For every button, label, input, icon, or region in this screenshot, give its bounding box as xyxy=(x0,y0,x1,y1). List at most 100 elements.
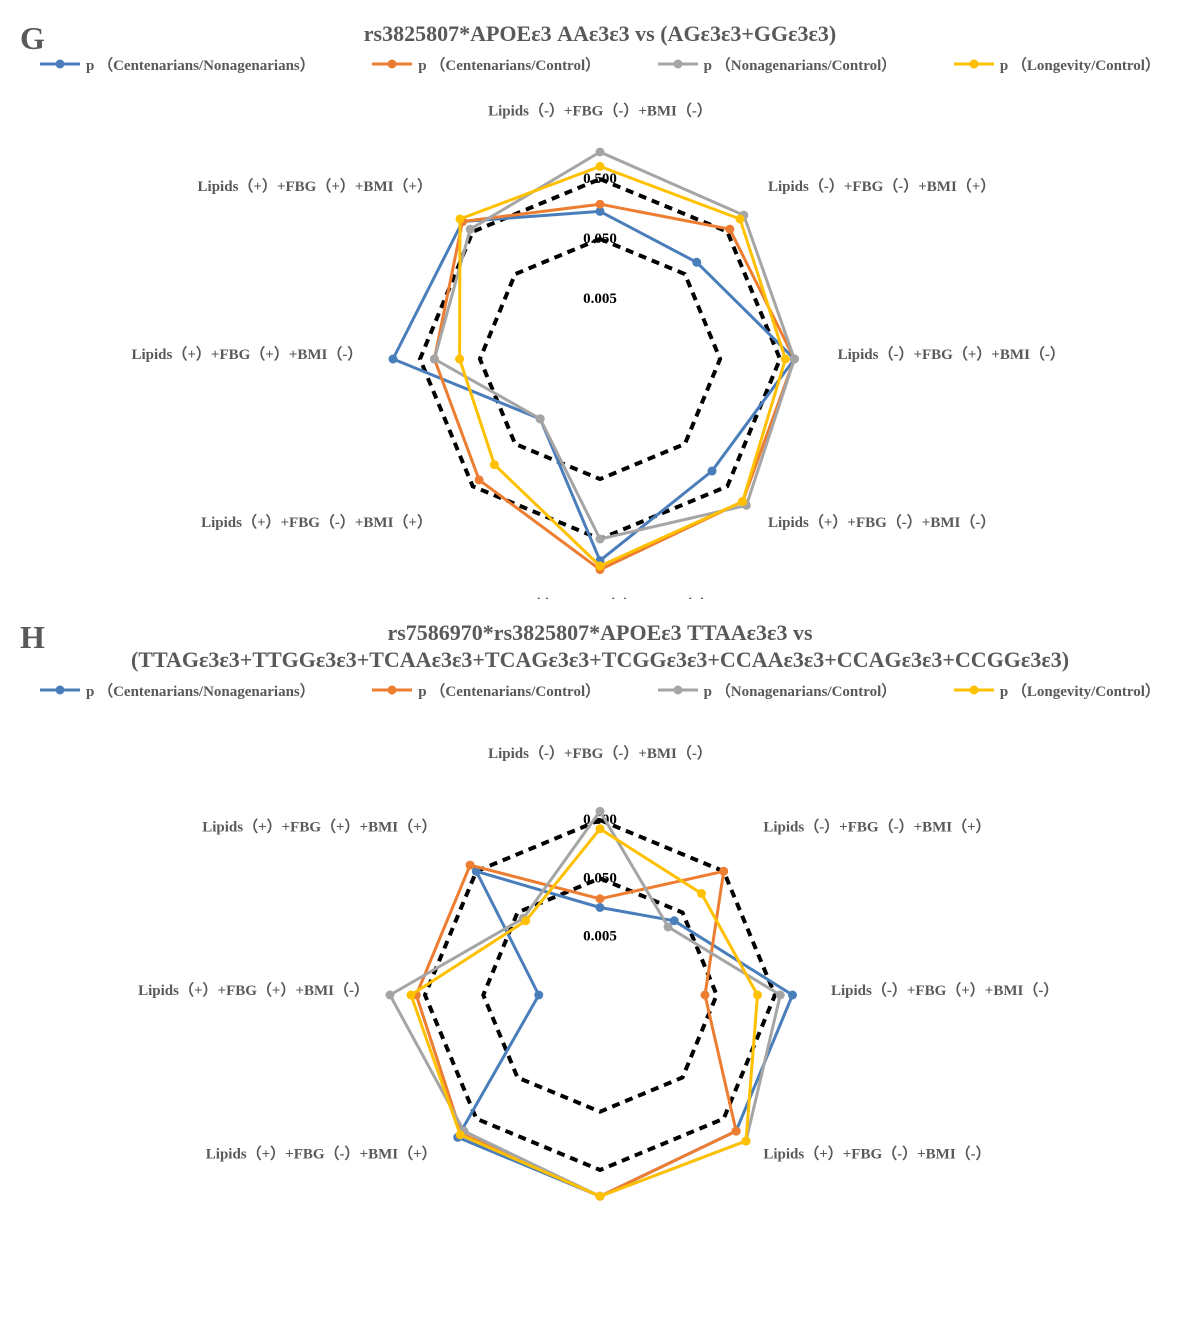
axis-label: Lipids（-）+FBG（-）+BMI（-） xyxy=(488,101,712,119)
radar-chart-G: 0.005 0.050 0.500 Lipids（-）+FBG（-）+BMI（-） Li… xyxy=(90,79,1110,599)
series-marker xyxy=(389,354,398,363)
ring-label: 0.500 xyxy=(583,171,617,187)
series-marker xyxy=(697,889,706,898)
legend-swatch xyxy=(372,684,412,696)
series-marker xyxy=(742,1136,751,1145)
ring-label: 0.050 xyxy=(583,870,617,886)
legend-label: p （Nonagenarians/Control） xyxy=(704,680,897,701)
panel-H: H rs7586970*rs3825807*APOEε3 TTAAε3ε3 vs… xyxy=(40,619,1160,1225)
axis-label: Lipids（+）+FBG（+）+BMI（+） xyxy=(202,817,436,835)
series-marker xyxy=(708,466,717,475)
series-marker xyxy=(407,990,416,999)
panel-G: G rs3825807*APOEε3 AAε3ε3 vs (AGε3ε3+GGε… xyxy=(40,20,1160,599)
series-marker xyxy=(596,147,605,156)
legend-H: p （Centenarians/Nonagenarians） p （Centena… xyxy=(40,680,1160,701)
series-marker xyxy=(725,224,734,233)
series-orange xyxy=(416,865,736,1196)
series-marker xyxy=(455,214,464,223)
ring-label: 0.005 xyxy=(583,928,617,944)
legend-label: p （Centenarians/Nonagenarians） xyxy=(86,54,315,75)
series-marker xyxy=(701,990,710,999)
legend-swatch xyxy=(658,58,698,70)
legend-item: p （Nonagenarians/Control） xyxy=(658,54,897,75)
series-marker xyxy=(692,257,701,266)
series-marker xyxy=(456,1130,465,1139)
title-G: rs3825807*APOEε3 AAε3ε3 vs (AGε3ε3+GGε3ε… xyxy=(120,20,1080,48)
axis-label: Lipids（+）+FBG（-）+BMI（+） xyxy=(201,513,432,531)
series-marker xyxy=(386,990,395,999)
axis-label: Lipids（+）+FBG（+）+BMI（+） xyxy=(198,176,432,194)
legend-item: p （Longevity/Control） xyxy=(954,680,1160,701)
radar-chart-H: 0.0050.0500.500Lipids（-）+FBG（-）+BMI（-）Li… xyxy=(90,705,1110,1225)
series-marker xyxy=(753,990,762,999)
legend-item: p （Centenarians/Control） xyxy=(372,680,600,701)
ref-ring-0.050 xyxy=(480,238,720,478)
series-marker xyxy=(719,866,728,875)
series-marker xyxy=(738,497,747,506)
legend-swatch xyxy=(954,684,994,696)
series-marker xyxy=(596,1191,605,1200)
panel-letter-G: G xyxy=(20,20,45,57)
series-marker xyxy=(732,1126,741,1135)
radar-wrap-G: 0.005 0.050 0.500 Lipids（-）+FBG（-）+BMI（-） Li… xyxy=(40,79,1160,599)
page: G rs3825807*APOEε3 AAε3ε3 vs (AGε3ε3+GGε… xyxy=(0,0,1200,1275)
series-marker xyxy=(430,354,439,363)
series-marker xyxy=(596,561,605,570)
series-marker xyxy=(736,214,745,223)
series-marker xyxy=(536,414,545,423)
ring-label: 0.050 xyxy=(583,230,617,246)
legend-G: p （Centenarians/Nonagenarians） p （Centena… xyxy=(40,54,1160,75)
series-marker xyxy=(455,354,464,363)
series-marker xyxy=(596,824,605,833)
series-marker xyxy=(596,806,605,815)
legend-swatch xyxy=(954,58,994,70)
series-marker xyxy=(596,903,605,912)
series-marker xyxy=(534,990,543,999)
legend-label: p （Centenarians/Control） xyxy=(418,680,600,701)
axis-label: Lipids（+）+FBG（+）+BMI（-） xyxy=(138,981,369,999)
axis-label: Lipids（-）+FBG（-）+BMI（+） xyxy=(763,817,990,835)
radar-wrap-H: 0.0050.0500.500Lipids（-）+FBG（-）+BMI（-）Li… xyxy=(40,705,1160,1225)
axis-label: Lipids（-）+FBG（+）+BMI（-） xyxy=(838,345,1065,363)
legend-item: p （Nonagenarians/Control） xyxy=(658,680,897,701)
series-marker xyxy=(788,990,797,999)
axis-label: Lipids（-）+FBG（+）+BMI（-） xyxy=(831,981,1058,999)
series-marker xyxy=(596,161,605,170)
series-marker xyxy=(781,354,790,363)
title-H: rs7586970*rs3825807*APOEε3 TTAAε3ε3 vs (… xyxy=(120,619,1080,674)
legend-item: p （Centenarians/Control） xyxy=(372,54,600,75)
legend-label: p （Nonagenarians/Control） xyxy=(704,54,897,75)
legend-label: p （Longevity/Control） xyxy=(1000,680,1160,701)
legend-item: p （Longevity/Control） xyxy=(954,54,1160,75)
series-marker xyxy=(790,354,799,363)
series-marker xyxy=(466,860,475,869)
axis-label: Lipids（+）+FBG（-）+BMI（+） xyxy=(206,1144,437,1162)
legend-item: p （Centenarians/Nonagenarians） xyxy=(40,54,315,75)
series-marker xyxy=(490,460,499,469)
legend-swatch xyxy=(40,58,80,70)
axis-label: Lipids（-）+FBG（-）+BMI（-） xyxy=(488,744,712,762)
series-marker xyxy=(596,894,605,903)
legend-label: p （Centenarians/Nonagenarians） xyxy=(86,680,315,701)
panel-letter-H: H xyxy=(20,619,45,656)
legend-swatch xyxy=(372,58,412,70)
axis-label: Lipids（+）+FBG（-）+BMI（-） xyxy=(763,1144,990,1162)
legend-swatch xyxy=(40,684,80,696)
legend-label: p （Centenarians/Control） xyxy=(418,54,600,75)
axis-label: Lipids（-）+FBG（+）+BMI（+） xyxy=(485,596,716,598)
series-marker xyxy=(466,224,475,233)
series-marker xyxy=(521,916,530,925)
series-marker xyxy=(596,534,605,543)
legend-item: p （Centenarians/Nonagenarians） xyxy=(40,680,315,701)
ref-ring-0.050 xyxy=(483,878,716,1111)
axis-label: Lipids（-）+FBG（-）+BMI（+） xyxy=(768,176,995,194)
series-marker xyxy=(664,922,673,931)
ring-label: 0.005 xyxy=(583,291,617,307)
axis-label: Lipids（+）+FBG（+）+BMI（-） xyxy=(132,345,363,363)
axis-label: Lipids（+）+FBG（-）+BMI（-） xyxy=(768,513,995,531)
legend-swatch xyxy=(658,684,698,696)
series-marker xyxy=(475,475,484,484)
legend-label: p （Longevity/Control） xyxy=(1000,54,1160,75)
series-marker xyxy=(596,199,605,208)
series-gray xyxy=(434,152,794,539)
